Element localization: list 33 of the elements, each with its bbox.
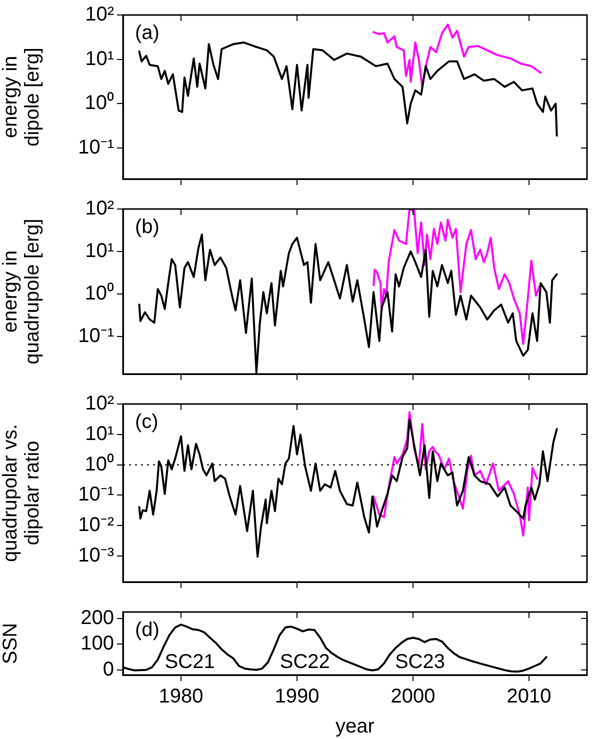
y-tick-label: 10⁰ xyxy=(84,281,114,304)
x-tick-label: 2010 xyxy=(506,686,552,708)
y-tick-label: 10⁻¹ xyxy=(78,324,114,347)
y-tick-label: 10⁻¹ xyxy=(78,136,114,159)
y-axis-title: energy in quadrupole [erg] xyxy=(0,218,44,364)
y-tick-label: 10¹ xyxy=(85,48,114,70)
y-axis-title: quadrupolar vs. dipolar ratio xyxy=(0,424,44,562)
y-axis-title: energy in dipole [erg] xyxy=(0,48,44,146)
annotation: (c) xyxy=(135,411,158,433)
y-tick-label: 10² xyxy=(85,4,114,26)
y-tick-label: 10¹ xyxy=(85,422,114,445)
y-tick-label: 10¹ xyxy=(85,240,114,262)
y-tick-label: 0 xyxy=(102,658,114,680)
y-tick-label: 10⁰ xyxy=(84,452,114,476)
y-axis-title: SSN xyxy=(0,622,22,664)
y-tick-label: 10² xyxy=(85,392,114,415)
annotation: SC22 xyxy=(280,650,330,673)
x-axis-title: year xyxy=(336,716,375,738)
x-tick-label: 2000 xyxy=(390,686,436,708)
annotation: (d) xyxy=(135,619,160,641)
annotation: (a) xyxy=(135,22,160,44)
annotation: (b) xyxy=(135,216,160,238)
annotation: SC21 xyxy=(164,650,215,673)
y-tick-label: 200 xyxy=(80,606,114,629)
y-tick-label: 100 xyxy=(80,632,114,655)
annotation: SC23 xyxy=(394,650,445,673)
x-tick-label: 1990 xyxy=(274,686,320,708)
y-tick-label: 10² xyxy=(85,198,114,220)
y-tick-label: 10⁻¹ xyxy=(78,484,114,506)
y-tick-label: 10⁻³ xyxy=(78,544,114,567)
x-tick-label: 1980 xyxy=(158,686,204,708)
y-tick-label: 10⁰ xyxy=(84,91,114,114)
y-tick-label: 10⁻² xyxy=(78,514,114,536)
